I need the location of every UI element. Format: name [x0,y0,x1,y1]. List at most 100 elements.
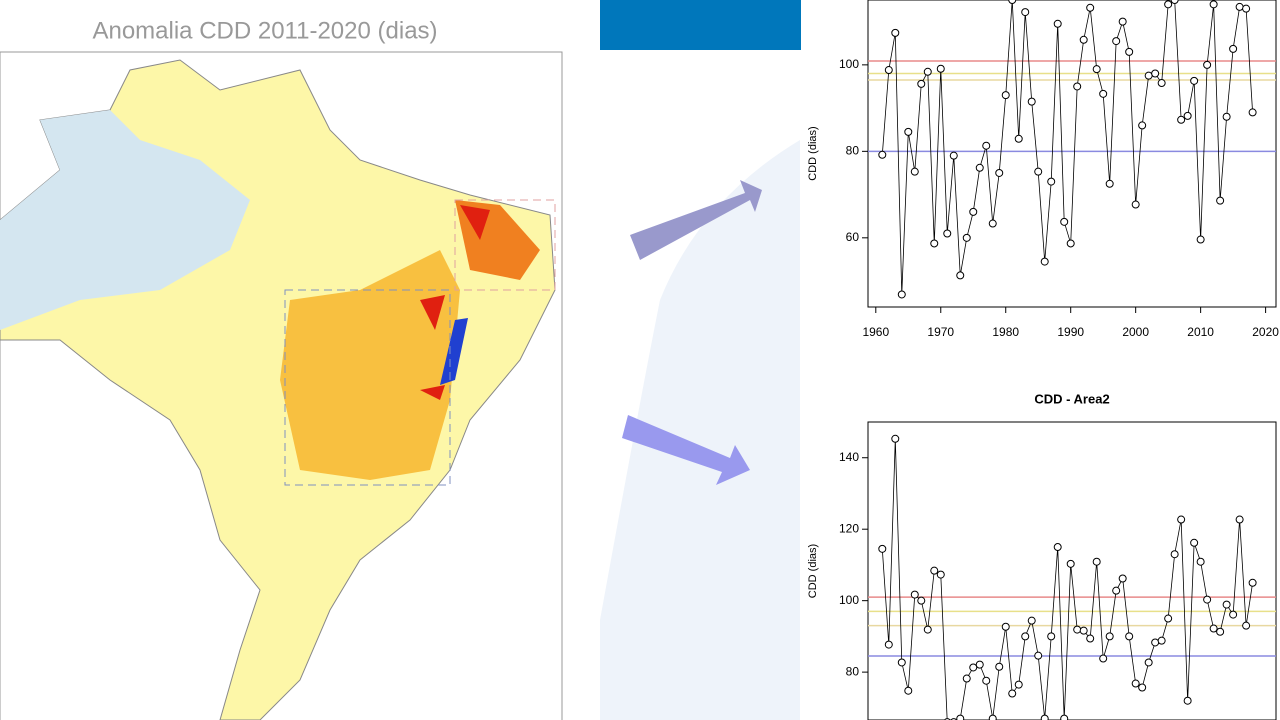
point [1073,625,1082,634]
arrow [630,180,762,260]
point [1099,654,1108,663]
header-bar [600,0,801,50]
point [1144,658,1153,667]
point [1125,47,1134,56]
point [1216,196,1225,205]
point [1138,683,1147,692]
point [995,662,1004,671]
x-tick-label: 2010 [1187,325,1214,339]
point [956,714,965,720]
point [1177,115,1186,124]
point [910,590,919,599]
y-tick-label: 120 [839,521,859,535]
point [930,566,939,575]
point [1118,17,1127,26]
point [1086,634,1095,643]
point [884,640,893,649]
point [969,207,978,216]
point [1222,112,1231,121]
point [936,570,945,579]
point [1118,574,1127,583]
point [1001,91,1010,100]
map-title: Anomalia CDD 2011-2020 (dias) [92,17,437,44]
y-axis-label: CDD (dias) [807,544,819,598]
point [1112,37,1121,46]
y-tick-label: 80 [846,664,860,678]
point [1138,121,1147,130]
point [897,658,906,667]
point [962,233,971,242]
point [1001,622,1010,631]
point [975,163,984,172]
point [1105,179,1114,188]
point [1235,515,1244,524]
point [1242,4,1251,13]
y-tick-label: 100 [839,593,859,607]
point [1021,632,1030,641]
y-axis-label: CDD (dias) [807,126,819,180]
point [904,686,913,695]
y-tick-label: 140 [839,450,859,464]
x-tick-label: 2000 [1122,325,1149,339]
point [1027,97,1036,106]
point [1014,134,1023,143]
point [1099,89,1108,98]
point [1177,515,1186,524]
point [1157,636,1166,645]
y-tick-label: 60 [846,230,860,244]
point [1151,638,1160,647]
x-tick-label: 1960 [862,325,889,339]
y-tick-label: 100 [839,57,859,71]
point [1229,44,1238,53]
point [1047,632,1056,641]
point [1086,3,1095,12]
point [943,229,952,238]
point [1196,557,1205,566]
point [1131,200,1140,209]
point [1047,177,1056,186]
point [917,596,926,605]
area-box [454,199,556,291]
point [1157,79,1166,88]
point [1073,82,1082,91]
x-tick-label: 1980 [992,325,1019,339]
point [1040,257,1049,266]
point [936,64,945,73]
point [1203,60,1212,69]
point [988,714,997,720]
point [1008,0,1017,4]
x-tick-label: 1990 [1057,325,1084,339]
point [1060,714,1069,720]
point [878,544,887,553]
point [1183,111,1192,120]
y-tick-label: 80 [846,144,860,158]
point [982,676,991,685]
point [878,150,887,159]
point [1235,2,1244,11]
point [884,66,893,75]
point [975,660,984,669]
point [949,151,958,160]
point [1079,35,1088,44]
point [1034,651,1043,660]
point [1248,108,1257,117]
point [1079,626,1088,635]
point [1040,714,1049,720]
point [1027,616,1036,625]
point [1209,624,1218,633]
chart-title: CDD - Area2 [1034,391,1109,406]
point [988,219,997,228]
point [1164,0,1173,9]
series-line [881,438,1254,720]
point [1014,680,1023,689]
point [1151,69,1160,78]
point [910,167,919,176]
arrow [622,415,750,485]
plot-frame [867,421,1277,720]
area-box [284,289,451,486]
point [1170,0,1179,4]
point [1060,217,1069,226]
plot-frame [867,0,1277,308]
point [956,271,965,280]
